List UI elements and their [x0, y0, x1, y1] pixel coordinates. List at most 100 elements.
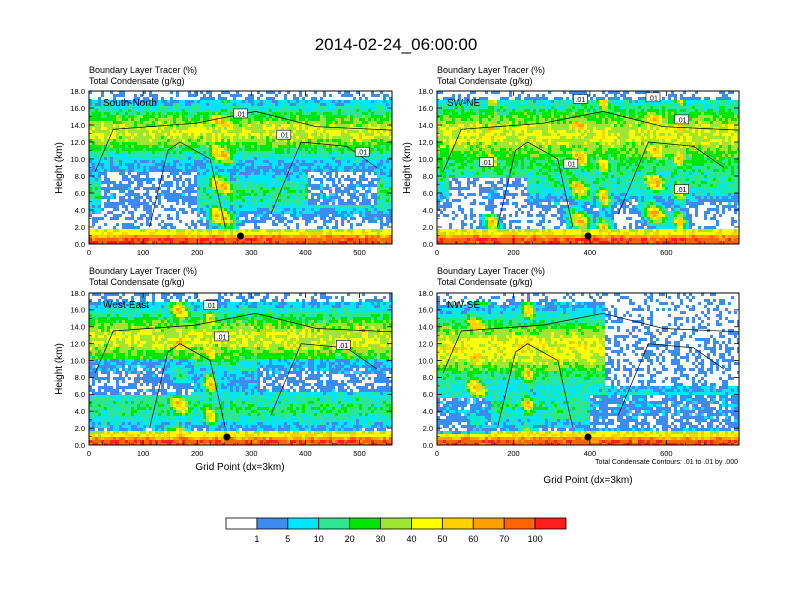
shading-cell	[311, 208, 314, 211]
shading-cell	[599, 178, 602, 181]
shading-cell	[203, 178, 209, 181]
shading-cell	[92, 181, 95, 184]
shading-cell	[263, 187, 269, 190]
shading-cell	[626, 109, 629, 112]
shading-cell	[683, 214, 686, 217]
shading-cell	[596, 127, 605, 130]
shading-cell	[566, 115, 569, 118]
shading-cell	[599, 238, 608, 241]
shading-cell	[239, 166, 242, 169]
shading-cell	[560, 223, 563, 226]
shading-cell	[275, 235, 278, 238]
shading-cell	[647, 175, 650, 178]
shading-cell	[611, 196, 614, 199]
shading-cell	[329, 124, 335, 127]
shading-cell	[203, 229, 206, 232]
panel-subtitle-tracer: Boundary Layer Tracer (%)	[437, 65, 545, 75]
shading-cell	[146, 166, 149, 169]
shading-cell	[332, 148, 338, 151]
shading-cell	[437, 208, 440, 211]
shading-cell	[371, 130, 374, 133]
shading-cell	[218, 163, 221, 166]
shading-cell	[164, 196, 197, 199]
shading-cell	[572, 145, 575, 148]
shading-cell	[218, 136, 221, 139]
shading-cell	[554, 115, 560, 118]
shading-cell	[389, 130, 392, 133]
shading-cell	[500, 235, 512, 238]
shading-cell	[485, 151, 491, 154]
shading-cell	[524, 160, 530, 163]
shading-cell	[479, 148, 482, 151]
shading-cell	[341, 160, 347, 163]
shading-cell	[572, 109, 578, 112]
shading-cell	[641, 124, 647, 127]
shading-cell	[137, 172, 149, 175]
shading-cell	[128, 172, 131, 175]
shading-cell	[707, 190, 713, 193]
shading-cell	[698, 184, 701, 187]
shading-cell	[719, 214, 722, 217]
shading-cell	[323, 154, 326, 157]
shading-cell	[341, 151, 344, 154]
shading-cell	[194, 160, 203, 163]
shading-cell	[317, 139, 323, 142]
shading-cell	[620, 232, 623, 235]
shading-cell	[197, 190, 203, 193]
shading-cell	[713, 193, 728, 196]
shading-cell	[122, 205, 128, 208]
shading-cell	[227, 169, 239, 172]
shading-cell	[338, 109, 341, 112]
shading-cell	[224, 199, 227, 202]
shading-cell	[317, 148, 326, 151]
shading-cell	[509, 103, 515, 106]
shading-cell	[617, 169, 620, 172]
shading-cell	[587, 112, 593, 115]
shading-cell	[650, 202, 653, 205]
shading-cell	[203, 160, 206, 163]
shading-cell	[218, 172, 230, 175]
shading-cell	[614, 109, 626, 112]
shading-cell	[590, 232, 599, 235]
shading-cell	[656, 166, 677, 169]
shading-cell	[221, 193, 224, 196]
shading-cell	[620, 121, 623, 124]
shading-cell	[293, 202, 302, 205]
shading-cell	[146, 157, 149, 160]
shading-cell	[662, 115, 665, 118]
shading-cell	[437, 235, 446, 238]
shading-cell	[515, 211, 518, 214]
shading-cell	[230, 94, 242, 97]
shading-cell	[275, 208, 284, 211]
shading-cell	[296, 115, 299, 118]
shading-cell	[164, 103, 173, 106]
shading-cell	[149, 139, 152, 142]
shading-cell	[584, 241, 587, 244]
shading-cell	[164, 148, 170, 151]
shading-cell	[362, 217, 374, 220]
shading-cell	[443, 142, 449, 145]
shading-cell	[116, 139, 125, 142]
shading-cell	[587, 217, 590, 220]
shading-cell	[713, 121, 716, 124]
shading-cell	[116, 124, 119, 127]
shading-cell	[485, 169, 494, 172]
shading-cell	[479, 235, 482, 238]
shading-cell	[92, 130, 110, 133]
shading-cell	[134, 163, 137, 166]
shading-cell	[218, 112, 221, 115]
shading-cell	[377, 208, 380, 211]
shading-cell	[449, 127, 458, 130]
shading-cell	[215, 214, 218, 217]
shading-cell	[224, 220, 230, 223]
shading-cell	[458, 97, 461, 100]
shading-cell	[710, 106, 716, 109]
shading-cell	[488, 223, 494, 226]
shading-cell	[191, 118, 200, 121]
shading-cell	[389, 118, 392, 121]
shading-cell	[437, 229, 440, 232]
shading-cell	[128, 202, 149, 205]
shading-cell	[224, 202, 227, 205]
shading-cell	[473, 220, 476, 223]
shading-cell	[377, 199, 380, 202]
